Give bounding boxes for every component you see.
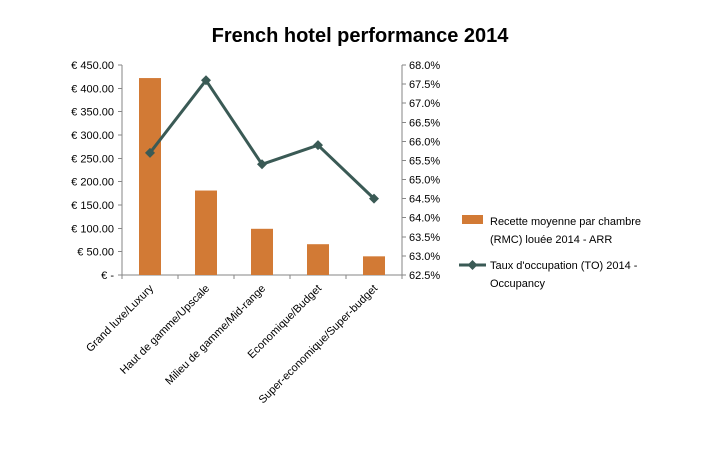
occupancy-point-4 [369,193,379,204]
bar-3 [307,244,329,275]
legend-bar-swatch [462,215,483,224]
y-right-tick-label: 62.5% [409,270,440,282]
occupancy-point-3 [313,140,323,151]
y-left-tick-label: € 300.00 [71,130,114,142]
category-label-4: Super-economique/Super-budget [257,283,381,407]
bar-4 [363,256,385,275]
y-left-tick-label: € - [101,270,114,282]
legend-line-label-line1: Taux d'occupation (TO) 2014 - [490,260,638,272]
y-right-tick-label: 66.5% [409,117,440,129]
right-tick-labels: 62.5% 63.0% 63.5% 64.0% 64.5% 65.0% 65.5% 66.0%… [409,60,440,282]
chart-title: French hotel performance 2014 [212,25,510,47]
legend-line-marker [467,260,478,270]
y-right-tick-label: 65.5% [409,155,440,167]
legend: Recette moyenne par chambre (RMC) louée 2… [459,215,641,290]
legend-line-label-line2: Occupancy [490,278,546,290]
y-left-tick-label: € 450.00 [71,60,114,72]
occupancy-line [148,78,376,200]
y-left-tick-label: € 250.00 [71,153,114,165]
bar-0 [139,78,161,275]
y-right-tick-label: 64.0% [409,213,440,225]
y-left-tick-label: € 350.00 [71,107,114,119]
y-left-tick-label: € 50.00 [77,247,114,259]
y-left-tick-label: € 200.00 [71,177,114,189]
y-right-tick-label: 67.0% [409,98,440,110]
y-left-tick-label: € 100.00 [71,223,114,235]
category-label-2: Milieu de gamme/Mid-range [163,283,268,388]
legend-bar-label-line1: Recette moyenne par chambre [490,216,641,228]
y-right-tick-label: 66.0% [409,136,440,148]
y-left-tick-label: € 150.00 [71,200,114,212]
y-left-tick-label: € 400.00 [71,83,114,95]
bar-2 [251,228,273,275]
line-layer [145,75,379,204]
bar-1 [195,190,217,275]
y-right-tick-label: 63.0% [409,251,440,263]
occupancy-point-2 [257,159,267,170]
y-right-tick-label: 64.5% [409,194,440,206]
y-right-tick-label: 65.0% [409,175,440,187]
y-right-tick-label: 67.5% [409,79,440,91]
bars-layer [139,78,385,275]
legend-bar-label-line2: (RMC) louée 2014 - ARR [490,234,612,246]
occupancy-point-1 [201,75,211,86]
occupancy-point-0 [145,147,155,158]
left-tick-labels: € - € 50.00 € 100.00 € 150.00 € 200.00 € 250.… [71,60,114,282]
y-right-tick-label: 63.5% [409,232,440,244]
y-right-tick-label: 68.0% [409,60,440,72]
